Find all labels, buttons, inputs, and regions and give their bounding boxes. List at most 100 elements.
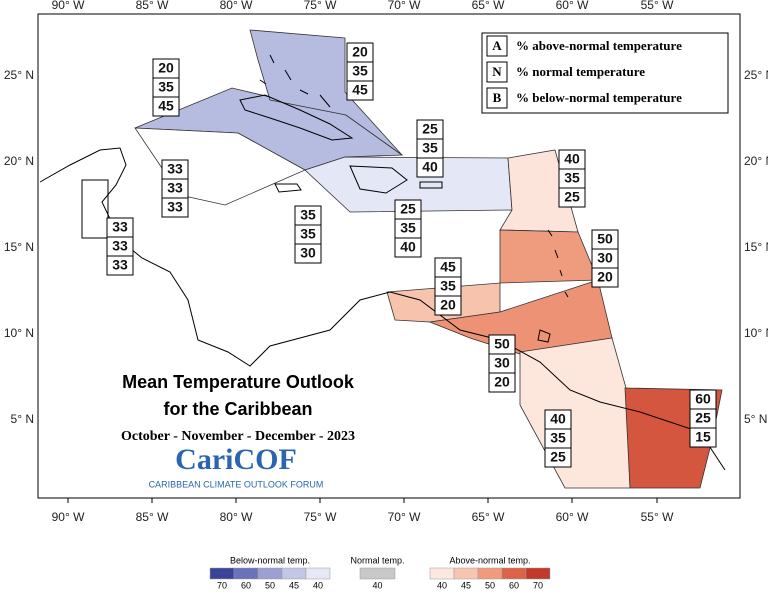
value-box [591,267,619,288]
lat-label: 10° N [744,326,768,340]
coast [274,165,443,194]
legend-label: Below-normal temp. [230,555,310,565]
legend-swatch [359,567,396,580]
key-text: % normal temperature [516,64,645,79]
lon-label: 75° W [304,0,337,12]
value-label: 30 [494,355,510,371]
logo-tagline: CARIBBEAN CLIMATE OUTLOOK FORUM [149,479,324,489]
key-letter-box [486,61,508,83]
title: Mean Temperature Outlook [122,372,355,392]
lat-label: 5° N [744,412,767,426]
coast [537,229,569,343]
legend-swatch [233,567,259,580]
value-box [346,80,374,101]
value-label: 25 [550,449,566,465]
value-label: 33 [167,161,183,177]
legend-tick: 60 [241,580,251,590]
value-box [434,295,462,316]
value-label: 60 [695,391,711,407]
value-label: 35 [300,207,316,223]
value-label: 45 [352,82,368,98]
value-label: 40 [422,159,438,175]
key-text: % below-normal temperature [516,90,682,105]
value-label: 40 [400,239,416,255]
value-label: 20 [494,374,510,390]
value-label: 35 [422,140,438,156]
lon-label: 85° W [136,510,169,524]
legend-tick: 45 [289,580,299,590]
lon-label: 70° W [388,0,421,12]
lon-label: 80° W [220,510,253,524]
value-label: 35 [550,430,566,446]
value-box [416,157,444,178]
lon-label: 90° W [52,0,85,12]
legend-tick: 40 [313,580,323,590]
legend-swatch [501,567,527,580]
lat-label: 15° N [744,240,768,254]
legend-swatch [477,567,503,580]
value-label: 33 [112,257,128,273]
region [249,29,403,156]
legend-tick: 50 [485,580,495,590]
key-letter: B [493,90,502,105]
value-label: 20 [440,297,456,313]
lat-label: 20° N [744,154,768,168]
value-box [689,427,717,448]
lat-label: 25° N [4,68,34,82]
value-box [152,96,180,117]
value-box [544,447,572,468]
key-letter: N [492,64,502,79]
value-box [106,255,134,276]
lon-label: 90° W [52,510,85,524]
value-label: 33 [112,238,128,254]
logo: CariCOF [175,443,297,476]
legend-swatch [209,567,235,580]
value-label: 25 [564,189,580,205]
key-text: % above-normal temperature [516,38,682,53]
legend-tick: 40 [372,580,382,590]
value-label: 33 [167,199,183,215]
value-label: 45 [440,259,456,275]
legend-tick: 40 [437,580,447,590]
legend-swatch [281,567,307,580]
value-label: 30 [597,250,613,266]
value-label: 40 [564,151,580,167]
lon-label: 60° W [556,0,589,12]
legend-tick: 50 [265,580,275,590]
value-label: 35 [352,63,368,79]
legend-swatch [525,567,551,580]
lon-label: 55° W [641,0,674,12]
coast [39,147,726,471]
legend-swatch [257,567,283,580]
value-label: 50 [494,336,510,352]
value-box [394,237,422,258]
value-label: 40 [550,411,566,427]
key-letter-box [486,35,508,57]
value-label: 25 [400,201,416,217]
value-label: 50 [597,231,613,247]
regions [134,29,723,489]
coast [259,54,331,108]
value-label: 35 [400,220,416,236]
value-box [294,243,322,264]
value-label: 33 [112,219,128,235]
lon-label: 65° W [472,0,505,12]
legend-swatch [453,567,479,580]
legend-tick: 45 [461,580,471,590]
legend-tick: 60 [509,580,519,590]
value-label: 20 [352,44,368,60]
value-label: 20 [158,60,174,76]
value-label: 25 [422,121,438,137]
value-label: 30 [300,245,316,261]
lat-label: 25° N [744,68,768,82]
title: for the Caribbean [163,399,312,419]
key-letter-box [486,87,508,109]
legend-label: Above-normal temp. [449,555,530,565]
lon-label: 60° W [556,510,589,524]
legend-tick: 70 [217,580,227,590]
legend-label: Normal temp. [350,555,404,565]
lat-label: 15° N [4,240,34,254]
lon-label: 75° W [304,510,337,524]
lat-label: 5° N [11,412,34,426]
legend-tick: 70 [533,580,543,590]
